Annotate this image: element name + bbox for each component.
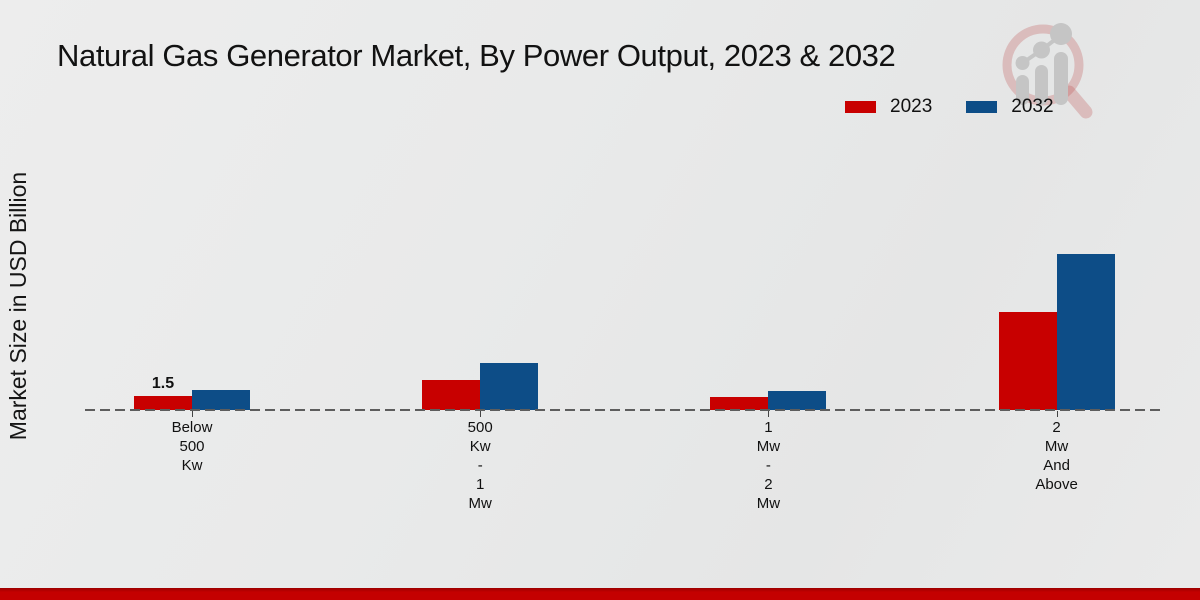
bar-2023-group4 bbox=[998, 312, 1057, 410]
x-axis-category-label: 500 Kw -1 Mw bbox=[467, 419, 493, 512]
zero-baseline bbox=[85, 409, 1165, 411]
bar-2032-group2 bbox=[480, 363, 539, 410]
legend-swatch-2023 bbox=[845, 101, 876, 113]
x-axis-tick bbox=[1056, 411, 1058, 417]
bar-2032-group1 bbox=[192, 390, 250, 410]
bar-value-label: 1.5 bbox=[151, 375, 175, 392]
magnifier-bar-chart-logo-icon bbox=[1002, 23, 1093, 119]
bar-2032-group4 bbox=[1056, 254, 1115, 410]
footer-accent-bar bbox=[0, 588, 1200, 600]
x-axis-category-label: Below 500 Kw bbox=[171, 419, 213, 474]
bar-2032-group3 bbox=[768, 391, 827, 410]
legend: 2023 2032 bbox=[845, 96, 1054, 118]
legend-label-2032: 2032 bbox=[1011, 96, 1054, 117]
legend-swatch-2032 bbox=[966, 101, 998, 113]
bar-2023-group3 bbox=[710, 397, 769, 410]
bar-2023-group2 bbox=[422, 380, 481, 410]
legend-item-2023: 2023 bbox=[845, 96, 932, 118]
bar-2023-group1 bbox=[134, 396, 192, 410]
legend-label-2023: 2023 bbox=[890, 96, 933, 117]
x-axis-tick bbox=[192, 411, 193, 417]
x-axis-category-label: 1 Mw -2 Mw bbox=[756, 419, 781, 512]
legend-item-2032: 2032 bbox=[966, 96, 1054, 118]
x-axis-tick bbox=[480, 411, 482, 417]
x-axis-tick bbox=[768, 411, 770, 417]
x-axis-category-label: 2 Mw And Above bbox=[1035, 419, 1078, 493]
chart-title: Natural Gas Generator Market, By Power O… bbox=[57, 38, 896, 73]
